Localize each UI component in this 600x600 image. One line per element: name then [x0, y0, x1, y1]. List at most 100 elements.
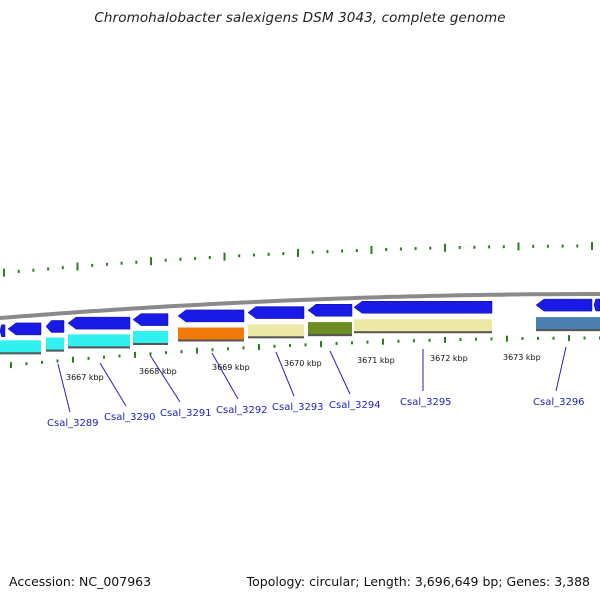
gc-tick — [458, 246, 461, 249]
cog-block-shadow — [308, 334, 352, 337]
cog-block — [308, 322, 352, 337]
cog-block — [46, 337, 64, 352]
gc-tick — [164, 258, 167, 262]
genome-stats-text: Topology: circular; Length: 3,696,649 bp… — [246, 574, 590, 589]
gc-tick — [76, 262, 79, 271]
gc-tick — [521, 337, 524, 340]
gc-tick — [490, 337, 493, 341]
gene-label: Csal_3294 — [329, 400, 381, 411]
cog-block — [536, 317, 600, 332]
accession-text: Accession: NC_007963 — [9, 574, 152, 589]
kbp-tick-label: 3668 kbp — [139, 367, 177, 376]
gc-content-lower-track — [10, 335, 600, 369]
gc-tick — [488, 245, 491, 249]
gene-arrow — [593, 298, 600, 312]
cog-block — [68, 334, 130, 349]
gc-tick — [473, 245, 476, 249]
gc-tick — [444, 243, 446, 252]
cog-block-shadow — [248, 336, 304, 339]
gene-arrow — [535, 298, 593, 312]
gc-tick — [355, 249, 358, 252]
cog-block-shadow — [178, 339, 244, 342]
kbp-tick-label: 3670 kbp — [284, 359, 322, 368]
gene-label-layer: Csal_3289 Csal_3290 Csal_3291 Csal_3292 Csal… — [47, 346, 585, 429]
gc-tick — [273, 344, 276, 348]
gc-tick — [561, 244, 564, 248]
gc-tick — [413, 339, 415, 343]
gene-label: Csal_3295 — [400, 397, 452, 408]
gene-label: Csal_3292 — [216, 405, 268, 416]
gc-tick — [475, 337, 477, 341]
gc-tick — [428, 338, 431, 342]
gc-tick — [165, 351, 167, 355]
gene-arrow — [45, 320, 65, 333]
gene-arrows — [0, 298, 600, 338]
gc-tick — [335, 341, 338, 345]
gc-tick — [41, 360, 43, 364]
gene-arrow — [353, 301, 493, 314]
gc-tick — [238, 254, 241, 258]
map-title: Chromohalobacter salexigens DSM 3043, co… — [94, 10, 506, 26]
gc-tick — [506, 335, 508, 342]
gc-tick — [297, 248, 299, 257]
gc-tick — [134, 351, 136, 358]
gc-tick — [282, 252, 285, 256]
gene-leader-line — [329, 350, 351, 395]
gene-arrow — [247, 306, 305, 319]
gc-tick — [91, 263, 94, 267]
gene-arrow — [7, 322, 42, 336]
gc-tick — [32, 268, 35, 272]
gc-tick — [546, 244, 549, 248]
gene-leader-line — [555, 346, 567, 392]
cog-block — [133, 331, 168, 345]
gc-tick — [3, 268, 5, 277]
gc-tick — [429, 246, 432, 250]
cog-block-shadow — [133, 343, 168, 345]
gc-tick — [194, 256, 197, 260]
gene-label: Csal_3291 — [160, 408, 212, 419]
gc-tick — [56, 359, 59, 363]
gc-tick — [568, 335, 570, 342]
gc-tick — [341, 249, 344, 253]
gene-label: Csal_3293 — [272, 402, 324, 413]
cog-color-track — [0, 317, 600, 355]
gene-arrow — [307, 304, 353, 317]
gc-tick — [459, 338, 462, 341]
gc-tick — [397, 339, 400, 343]
cog-block — [354, 319, 492, 334]
genome-backbone — [0, 292, 600, 320]
gc-tick — [135, 260, 138, 264]
gc-tick — [351, 341, 353, 345]
gc-tick — [552, 336, 555, 340]
gc-tick — [252, 253, 255, 257]
cog-block — [178, 327, 244, 342]
gc-skew-upper-track — [3, 242, 593, 277]
kbp-tick-label: 3673 kbp — [503, 353, 541, 362]
gc-tick — [72, 356, 74, 363]
gc-tick — [382, 338, 384, 345]
gc-tick — [502, 245, 505, 249]
gc-tick — [17, 269, 20, 273]
gc-tick — [118, 354, 121, 358]
gene-arrow — [132, 313, 169, 326]
gc-tick — [150, 257, 152, 266]
cog-block — [248, 324, 304, 339]
cog-block-shadow — [46, 349, 64, 352]
gc-tick — [10, 362, 12, 369]
gc-tick — [103, 355, 105, 359]
gc-tick — [196, 347, 198, 354]
gc-tick — [370, 246, 373, 254]
gc-tick — [149, 352, 152, 356]
gc-tick — [211, 348, 214, 352]
cog-block-shadow — [0, 352, 41, 355]
gene-leader-line — [211, 352, 239, 400]
gc-tick — [311, 250, 314, 254]
kbp-tick-label: 3672 kbp — [430, 354, 468, 363]
gc-tick — [179, 257, 182, 261]
gc-tick — [258, 344, 260, 351]
gene-arrow — [0, 324, 6, 338]
cog-block — [0, 340, 41, 355]
gc-tick — [576, 244, 579, 248]
kbp-tick-label: 3671 kbp — [357, 356, 395, 365]
